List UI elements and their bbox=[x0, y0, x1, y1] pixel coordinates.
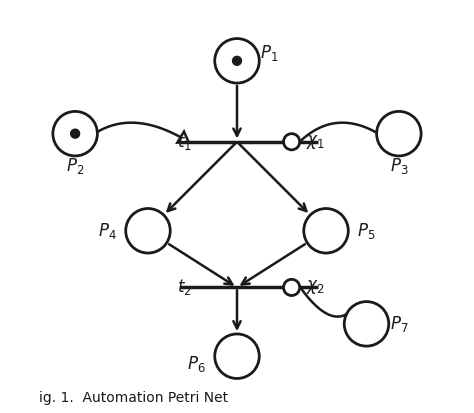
Circle shape bbox=[71, 129, 80, 138]
Text: $P_7$: $P_7$ bbox=[390, 314, 408, 334]
Text: $t_2$: $t_2$ bbox=[177, 278, 192, 297]
Text: $P_4$: $P_4$ bbox=[98, 221, 117, 241]
Text: $t_1$: $t_1$ bbox=[177, 132, 192, 152]
Circle shape bbox=[284, 135, 299, 149]
Polygon shape bbox=[177, 131, 189, 142]
Text: $P_6$: $P_6$ bbox=[187, 354, 206, 374]
Text: $\chi_2$: $\chi_2$ bbox=[307, 278, 325, 297]
Text: $P_3$: $P_3$ bbox=[390, 156, 408, 176]
Text: $P_2$: $P_2$ bbox=[66, 156, 84, 176]
Text: $P_5$: $P_5$ bbox=[357, 221, 376, 241]
Circle shape bbox=[284, 280, 299, 295]
Circle shape bbox=[233, 56, 241, 65]
Text: ig. 1.  Automation Petri Net: ig. 1. Automation Petri Net bbox=[39, 391, 228, 405]
Text: $P_1$: $P_1$ bbox=[260, 43, 279, 63]
Text: $\chi_1$: $\chi_1$ bbox=[306, 133, 325, 151]
